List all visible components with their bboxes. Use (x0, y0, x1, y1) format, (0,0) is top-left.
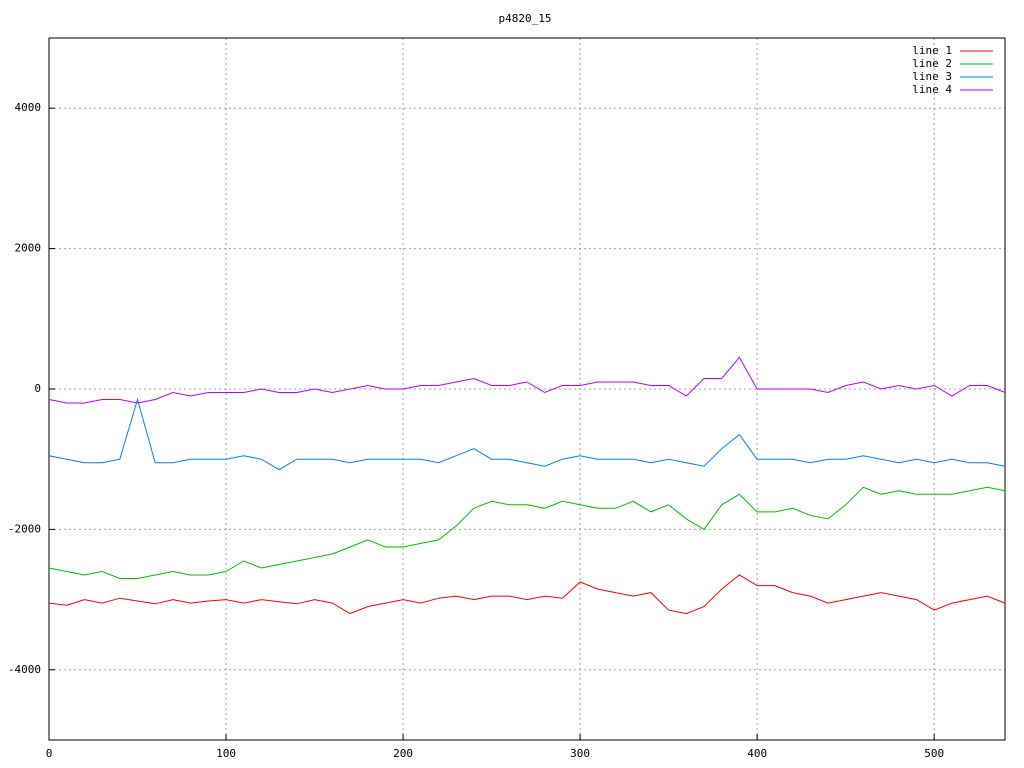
y-tick-label: -4000 (8, 663, 41, 676)
series-line (48, 574, 1006, 615)
y-tick-label: 0 (34, 382, 41, 395)
y-tick-label: -2000 (8, 522, 41, 535)
x-tick-label: 400 (747, 747, 767, 760)
legend-label: line 3 (912, 70, 952, 83)
legend-label: line 2 (912, 57, 952, 70)
legend-label: line 4 (912, 83, 952, 96)
y-tick-label: 2000 (15, 242, 42, 255)
series-line (48, 397, 1006, 471)
x-tick-label: 100 (216, 747, 236, 760)
legend-label: line 1 (912, 44, 952, 57)
y-tick-label: 4000 (15, 101, 42, 114)
x-tick-label: 500 (924, 747, 944, 760)
x-tick-label: 200 (393, 747, 413, 760)
plot-frame (48, 37, 1006, 741)
x-tick-label: 300 (570, 747, 590, 760)
x-tick-label: 0 (46, 747, 53, 760)
series-line (48, 356, 1006, 404)
series-line (48, 486, 1006, 579)
chart-title: p4820_15 (499, 12, 552, 25)
